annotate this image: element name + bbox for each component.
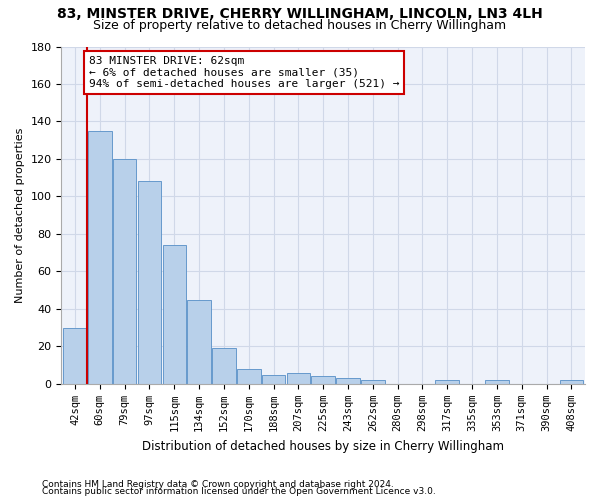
Text: 83 MINSTER DRIVE: 62sqm
← 6% of detached houses are smaller (35)
94% of semi-det: 83 MINSTER DRIVE: 62sqm ← 6% of detached… — [89, 56, 399, 89]
Bar — [336, 378, 360, 384]
Bar — [287, 372, 310, 384]
Bar — [262, 374, 286, 384]
Bar — [212, 348, 236, 384]
Bar — [138, 182, 161, 384]
Bar — [311, 376, 335, 384]
Bar — [361, 380, 385, 384]
Bar — [88, 131, 112, 384]
Bar — [485, 380, 509, 384]
Bar — [113, 159, 136, 384]
Text: 83, MINSTER DRIVE, CHERRY WILLINGHAM, LINCOLN, LN3 4LH: 83, MINSTER DRIVE, CHERRY WILLINGHAM, LI… — [57, 8, 543, 22]
Text: Contains HM Land Registry data © Crown copyright and database right 2024.: Contains HM Land Registry data © Crown c… — [42, 480, 394, 489]
X-axis label: Distribution of detached houses by size in Cherry Willingham: Distribution of detached houses by size … — [142, 440, 504, 452]
Bar — [187, 300, 211, 384]
Text: Size of property relative to detached houses in Cherry Willingham: Size of property relative to detached ho… — [94, 19, 506, 32]
Bar — [436, 380, 459, 384]
Bar — [560, 380, 583, 384]
Bar — [237, 369, 260, 384]
Bar — [63, 328, 87, 384]
Text: Contains public sector information licensed under the Open Government Licence v3: Contains public sector information licen… — [42, 487, 436, 496]
Y-axis label: Number of detached properties: Number of detached properties — [15, 128, 25, 303]
Bar — [163, 245, 186, 384]
